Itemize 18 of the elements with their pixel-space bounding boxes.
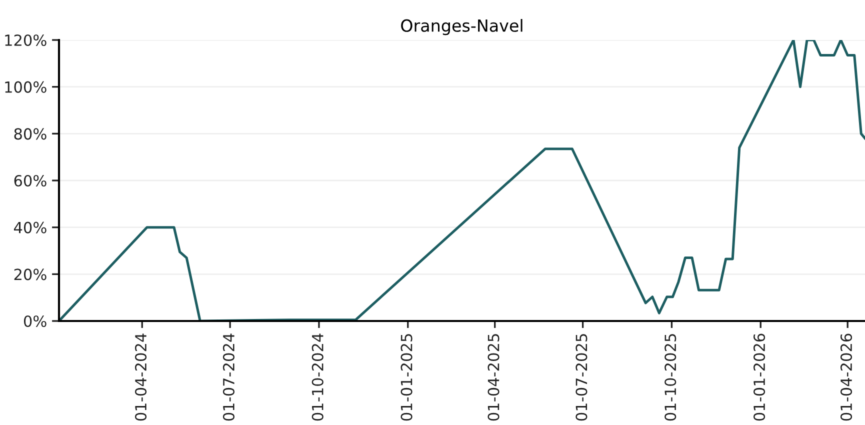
- chart-title: Oranges-Navel: [401, 19, 522, 36]
- y-tick-label: 40%: [14, 222, 46, 234]
- y-tick-label: 80%: [14, 128, 46, 140]
- x-tick-label: 01-04-2024: [134, 334, 147, 421]
- x-tick-label: 01-04-2026: [840, 334, 852, 421]
- y-tick-label: 20%: [14, 268, 46, 280]
- y-tick-label: 60%: [14, 174, 46, 187]
- line-series: [59, 40, 865, 321]
- y-tick-label: 100%: [5, 81, 46, 93]
- x-tick-label: 01-07-2024: [222, 334, 234, 421]
- x-tick-label: 01-10-2025: [664, 334, 676, 421]
- x-tick-label: 01-04-2025: [488, 334, 500, 421]
- x-tick-label: 01-10-2024: [312, 334, 324, 421]
- x-tick-label: 01-01-2026: [754, 334, 766, 421]
- y-tick-label: 0%: [24, 315, 46, 328]
- x-tick-label: 01-07-2025: [576, 334, 588, 421]
- x-tick-label: 01-01-2025: [400, 334, 412, 421]
- y-tick-label: 120%: [5, 34, 46, 46]
